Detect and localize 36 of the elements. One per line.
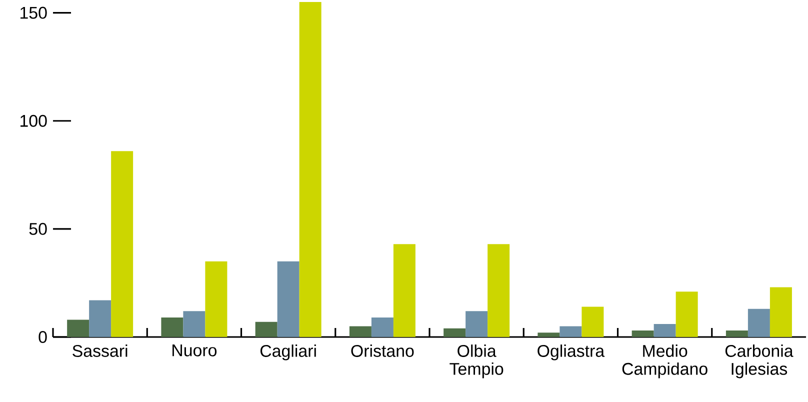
bar <box>582 306 604 337</box>
bar <box>349 326 372 337</box>
bar <box>255 322 278 337</box>
bar <box>371 318 394 337</box>
bar <box>560 326 582 337</box>
x-tick-label: Oristano <box>351 344 414 357</box>
bar <box>161 318 184 337</box>
bar <box>67 320 90 337</box>
bar <box>393 244 416 337</box>
bar <box>277 261 300 337</box>
bar <box>654 324 676 337</box>
x-tick-label: Medio Campidano <box>622 344 708 378</box>
bar <box>111 151 134 337</box>
bar <box>488 244 510 337</box>
bar <box>726 330 748 337</box>
y-tick-label: 100 <box>20 114 47 127</box>
x-tick-label: Nuoro <box>172 344 217 356</box>
x-tick-label: Olbia Tempio <box>450 344 504 378</box>
y-tick-label: 50 <box>29 222 47 235</box>
bar <box>299 2 322 337</box>
y-tick-label: 0 <box>38 331 47 343</box>
bar <box>183 311 206 337</box>
bar <box>748 308 770 337</box>
bar <box>770 287 792 337</box>
bar <box>632 330 654 337</box>
x-tick-label: Cagliari <box>260 344 316 360</box>
bar <box>205 261 228 337</box>
x-tick-label: Carbonia Iglesias <box>725 344 794 378</box>
x-tick-label: Ogliastra <box>538 344 605 360</box>
x-tick-label: Sassari <box>72 344 128 357</box>
bar <box>538 332 560 337</box>
bar <box>466 311 488 337</box>
bar <box>676 292 698 337</box>
bar <box>89 300 112 337</box>
y-tick-label: 150 <box>20 6 47 19</box>
bar <box>444 328 466 337</box>
